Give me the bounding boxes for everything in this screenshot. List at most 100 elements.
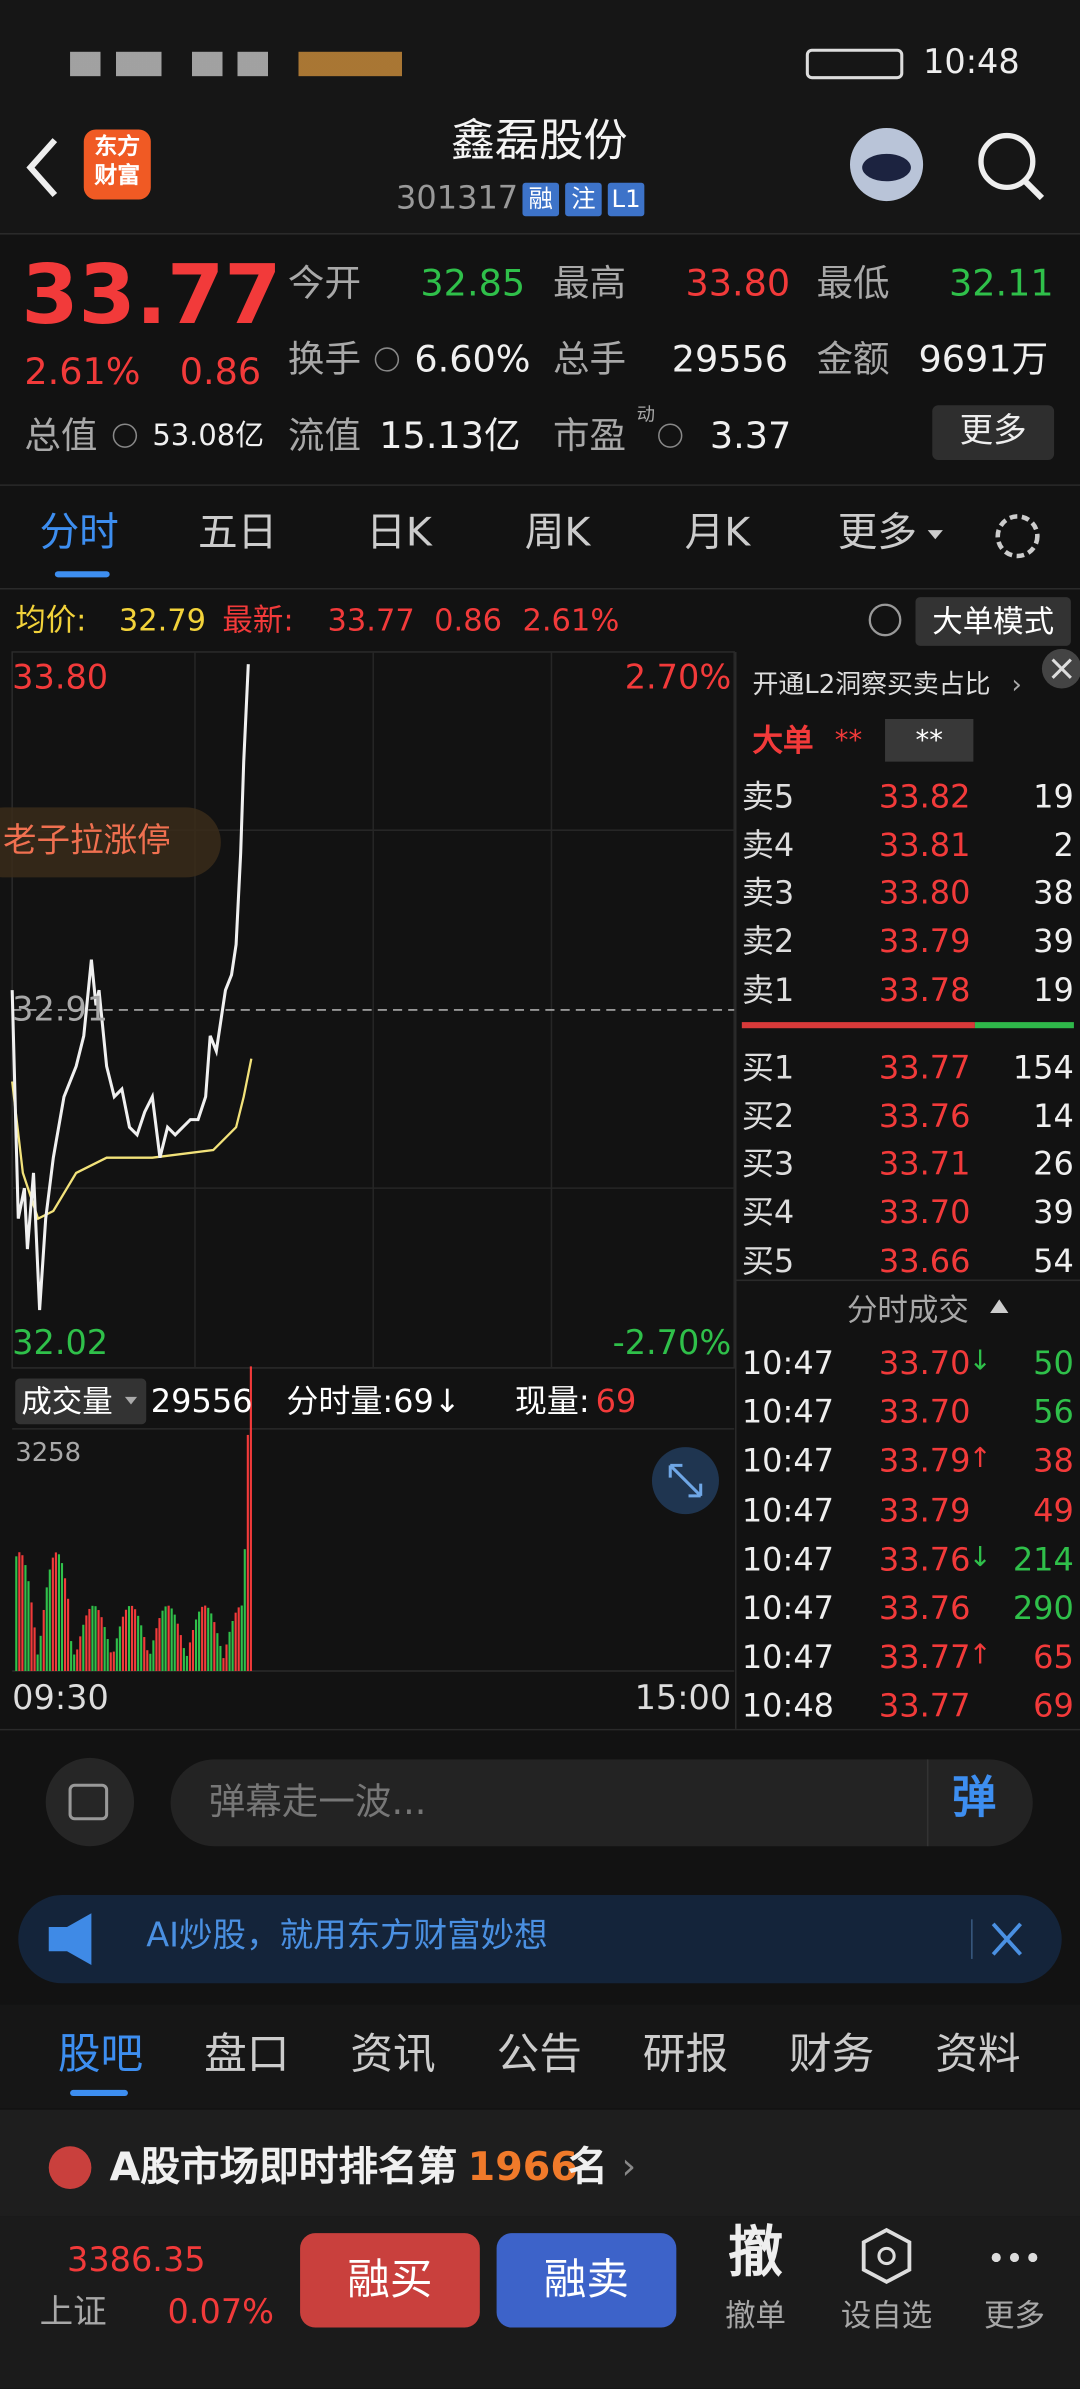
pe-superscript: 动 — [636, 403, 656, 425]
volume-bar — [210, 1613, 213, 1672]
volume-bar — [155, 1628, 158, 1672]
close-icon — [1041, 648, 1080, 689]
trade-volume: 38 — [1033, 1443, 1074, 1480]
stat-label: 换手 — [287, 338, 362, 381]
chart-tab[interactable]: 五日 — [198, 510, 278, 556]
megaphone-icon — [48, 1913, 92, 1966]
trade-price: 33.76 — [878, 1590, 971, 1627]
volume-label[interactable]: 成交量 — [21, 1383, 113, 1420]
info-tab[interactable]: 资讯 — [350, 2028, 436, 2080]
volume-bar — [21, 1555, 24, 1672]
order-volume: 39 — [1033, 923, 1074, 960]
info-change: 0.86 — [434, 601, 502, 639]
stock-name: 鑫磊股份 — [450, 114, 628, 167]
volume-bar — [194, 1619, 198, 1672]
volume-bar — [103, 1627, 106, 1672]
margin-sell-button[interactable]: 融卖 — [543, 2254, 630, 2305]
big-order-value: ** — [915, 725, 943, 758]
robot-icon — [849, 127, 924, 202]
volume-bar — [109, 1652, 112, 1672]
order-price: 33.79 — [878, 923, 971, 960]
info-tab[interactable]: 股吧 — [57, 2028, 144, 2080]
ranking-number: 1966 — [467, 2144, 578, 2191]
trade-time: 10:47 — [741, 1394, 835, 1431]
trade-volume: 56 — [1033, 1394, 1074, 1431]
back-button[interactable] — [15, 134, 70, 201]
l2-promo[interactable]: 开通L2洞察买卖占比 — [752, 670, 991, 701]
order-volume: 154 — [1012, 1049, 1074, 1087]
trade-direction: ↑ — [968, 1443, 992, 1476]
ai-banner-text[interactable]: AI炒股，就用东方财富妙想 — [146, 1917, 548, 1956]
volume-bar — [91, 1605, 94, 1672]
volume-bar — [67, 1598, 70, 1672]
info-latest-label: 最新: — [222, 601, 294, 639]
order-label: 卖4 — [741, 826, 795, 864]
trades-title[interactable]: 分时成交 — [846, 1291, 969, 1329]
volume-bar — [131, 1605, 134, 1672]
stat-label: 今开 — [287, 262, 362, 305]
volume-bar — [237, 1607, 240, 1672]
volume-bar — [33, 1627, 36, 1672]
action-icon[interactable]: 撤 — [728, 2222, 783, 2285]
chart-tab[interactable]: 分时 — [39, 510, 119, 556]
trade-time: 10:48 — [741, 1688, 835, 1725]
volume-bar — [82, 1624, 85, 1672]
volume-bar — [27, 1581, 30, 1672]
order-price: 33.81 — [878, 826, 971, 864]
big-order-label: 大单 — [752, 722, 814, 759]
trade-volume: 65 — [1033, 1639, 1074, 1676]
info-tab[interactable]: 公告 — [496, 2028, 582, 2080]
volume-bar — [188, 1642, 192, 1672]
volume-bar — [85, 1615, 88, 1672]
trade-price: 33.77 — [878, 1688, 971, 1725]
comment-icon-glyph — [68, 1783, 109, 1821]
stat-label: 金额 — [816, 338, 890, 381]
order-volume: 14 — [1033, 1097, 1074, 1135]
danmaku-button[interactable]: 弹 — [952, 1771, 997, 1824]
volume-bar — [204, 1605, 207, 1672]
volume-minute: 分时量:69↓ — [286, 1383, 461, 1420]
buy-ratio-bar — [974, 1022, 1074, 1029]
volume-bar — [137, 1615, 140, 1672]
volume-total: 29556 — [150, 1383, 253, 1420]
volume-bar — [164, 1606, 167, 1672]
info-tab[interactable]: 研报 — [642, 2028, 729, 2080]
info-tab[interactable]: 盘口 — [204, 2028, 290, 2080]
order-price: 33.66 — [878, 1242, 971, 1280]
volume-bar — [185, 1655, 188, 1672]
chart-tab[interactable]: 更多 — [837, 510, 918, 556]
chart-tab[interactable]: 月K — [684, 510, 751, 556]
logo-text: 东方 — [94, 132, 141, 160]
action-label[interactable]: 撤单 — [725, 2297, 787, 2334]
volume-bar — [146, 1650, 149, 1672]
action-label[interactable]: 设自选 — [840, 2297, 933, 2334]
comment-input[interactable]: 弹幕走一波... — [208, 1780, 427, 1824]
trade-time: 10:47 — [741, 1590, 835, 1627]
settings-button[interactable] — [990, 509, 1045, 564]
trade-time: 10:47 — [741, 1492, 835, 1529]
order-volume: 2 — [1053, 826, 1074, 864]
trade-price: 33.76 — [878, 1541, 971, 1578]
chart-tab[interactable]: 日K — [366, 510, 432, 556]
search-button[interactable] — [975, 129, 1048, 202]
big-order-value: ** — [834, 725, 863, 758]
order-volume: 38 — [1033, 874, 1074, 912]
info-tab[interactable]: 财务 — [789, 2028, 875, 2080]
volume-label-bg — [15, 1378, 147, 1425]
l2-promo-chevron: › — [1011, 670, 1022, 701]
trade-direction: ↓ — [968, 1541, 992, 1574]
mode-button[interactable]: 大单模式 — [915, 597, 1071, 646]
action-label[interactable]: 更多 — [984, 2297, 1045, 2334]
stat-value: 33.80 — [685, 262, 791, 305]
stat-label: 最低 — [816, 262, 890, 305]
volume-bar — [121, 1616, 124, 1672]
info-tab[interactable]: 资料 — [935, 2028, 1021, 2080]
margin-buy-button[interactable]: 融买 — [347, 2254, 433, 2305]
chart-tab[interactable]: 周K — [524, 510, 591, 556]
more-button[interactable]: 更多 — [932, 405, 1055, 461]
stat-label: 总手 — [552, 338, 627, 381]
info-latest: 33.77 — [327, 601, 415, 639]
promo-text[interactable]: 老子拉涨停 — [3, 822, 171, 861]
stat-label: 最高 — [552, 262, 627, 305]
order-label: 买4 — [741, 1194, 795, 1231]
